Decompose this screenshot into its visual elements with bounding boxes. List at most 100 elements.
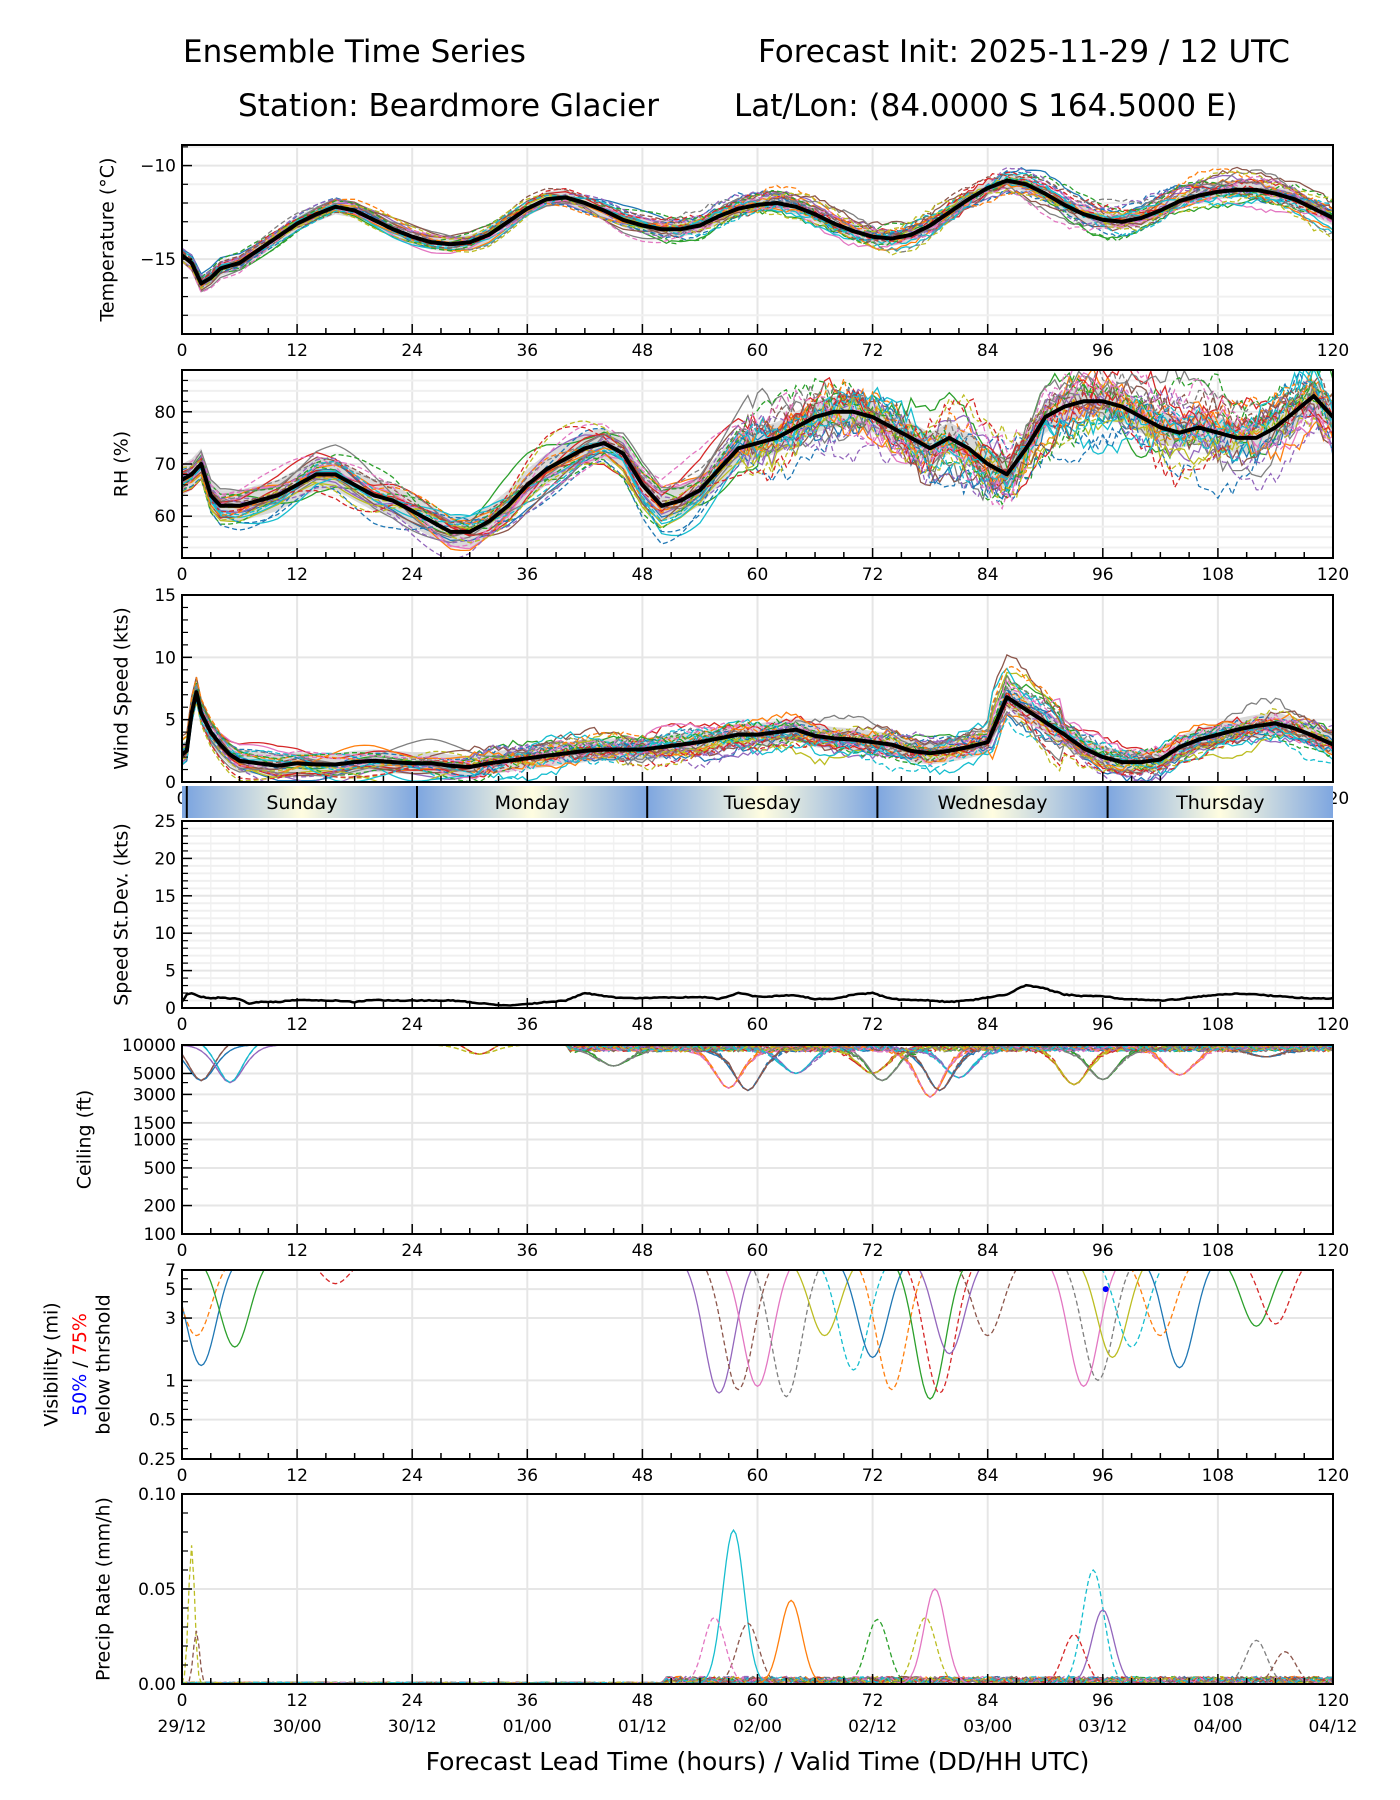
x-tick-label: 48 (632, 1466, 654, 1486)
x-tick-label: 36 (516, 565, 538, 585)
day-label: Monday (495, 792, 570, 814)
grid (181, 1269, 1334, 1460)
ensemble-member-line (182, 179, 1333, 286)
x-tick-label: 108 (1202, 1241, 1234, 1261)
y-tick-label: −10 (140, 157, 176, 177)
y-tick-label: 1500 (133, 1114, 176, 1134)
ensemble-member-line (182, 372, 1333, 532)
x-tick-label: 96 (1092, 1466, 1114, 1486)
x-tick-label: 60 (747, 565, 769, 585)
x-tick-label: 12 (286, 565, 308, 585)
x-tick-label: 72 (862, 565, 884, 585)
speed-stdev-panel: 0 12 24 36 48 60 72 84 96 108 120 0 5 10 15 20 25 Speed S… (111, 812, 1350, 1035)
x-tick-label-valid-time: 30/00 (273, 1717, 322, 1737)
y-tick-label: 7 (165, 1261, 176, 1281)
ensemble-member-line (182, 401, 1333, 544)
x-tick-label-valid-time: 30/12 (388, 1717, 437, 1737)
x-tick-label: 72 (862, 1466, 884, 1486)
precip-peak-line (877, 1588, 993, 1684)
threshold-50-marker (1102, 1286, 1109, 1293)
latlon-label: Lat/Lon: (84.0000 S 164.5000 E) (734, 88, 1238, 124)
y-axis-label: Temperature (°C) (97, 158, 119, 323)
x-tick-label: 84 (977, 1691, 999, 1711)
ensemble-member-line (182, 370, 1333, 536)
y-tick-label: 0.25 (138, 1450, 176, 1470)
ensemble-member-line (316, 1270, 354, 1285)
ensemble-member-line (182, 170, 1333, 290)
y-tick-label: 10 (154, 924, 176, 944)
y-tick-label: 0.00 (138, 1675, 176, 1695)
x-tick-label: 48 (632, 1691, 654, 1711)
x-tick-label: 72 (862, 341, 884, 361)
y-tick-label: 5 (165, 711, 176, 731)
ensemble-mean-line (182, 394, 1333, 534)
ensemble-member-line (182, 372, 1333, 548)
x-tick-label: 96 (1092, 341, 1114, 361)
x-tick-label: 84 (977, 565, 999, 585)
day-segment: Tuesday (646, 786, 878, 818)
y-tick-label: 10 (154, 648, 176, 668)
y-tick-label: −15 (140, 250, 176, 270)
day-segment: Wednesday (876, 786, 1108, 818)
day-label: Sunday (266, 792, 337, 814)
x-tick-label: 60 (747, 1241, 769, 1261)
x-tick-label: 12 (286, 341, 308, 361)
ensemble-member-line (182, 376, 1333, 525)
precip-rate-panel: 0 12 24 36 48 60 72 84 96 108 120 0.00 0.05 0.10 Preci… (93, 1485, 1358, 1776)
threshold-50-label: 50% (69, 1374, 91, 1416)
ensemble-member-line (182, 1270, 226, 1337)
x-tick-label-valid-time: 03/00 (963, 1717, 1012, 1737)
precip-peak-line (182, 1545, 250, 1684)
ensemble-member-line (1065, 1270, 1131, 1382)
x-tick-label: 108 (1202, 565, 1234, 585)
ensemble-member-line (182, 171, 1333, 281)
x-axis-label: Forecast Lead Time (hours) / Valid Time … (426, 1747, 1090, 1776)
x-tick-label: 84 (977, 341, 999, 361)
x-tick-label: 36 (516, 1241, 538, 1261)
day-label: Tuesday (723, 792, 801, 814)
x-tick-label: 48 (632, 341, 654, 361)
title-right: Forecast Init: 2025-11-29 / 12 UTC (758, 34, 1290, 70)
y-tick-label: 70 (154, 455, 176, 475)
station-label: Station: Beardmore Glacier (238, 88, 659, 124)
x-tick-label: 108 (1202, 1015, 1234, 1035)
threshold-75-label: 75% (69, 1313, 91, 1355)
x-tick-label-valid-time: 02/00 (733, 1717, 782, 1737)
day-label: Wednesday (937, 792, 1047, 814)
x-tick-label: 96 (1092, 1691, 1114, 1711)
ensemble-member-line (182, 689, 1333, 778)
x-tick-label: 0 (177, 1466, 188, 1486)
x-tick-label: 60 (747, 1691, 769, 1711)
wind-speed-panel: 01224364860728496108120051015Wind Speed … (111, 586, 1350, 809)
x-tick-label: 0 (177, 341, 188, 361)
ensemble-member-line (1247, 1270, 1304, 1325)
ensemble-member-line (896, 1270, 964, 1400)
ensemble-member-line (918, 1270, 980, 1355)
grid (181, 1044, 1334, 1235)
plot-area (182, 1270, 1304, 1400)
x-tick-label: 36 (516, 1691, 538, 1711)
temperature-panel: 0 12 24 36 48 60 72 84 96 108 120 −15 −10 Temperature… (97, 144, 1349, 361)
plot-area (182, 654, 1333, 782)
y-axis-label: Visibility (mi) (41, 1302, 63, 1426)
y-tick-label: 25 (154, 812, 176, 832)
y-tick-label: 20 (154, 849, 176, 869)
y-axis-label: Precip Rate (mm/h) (93, 1497, 115, 1681)
precip-peak-line (1035, 1569, 1151, 1684)
x-tick-label: 120 (1317, 1691, 1349, 1711)
grid (181, 1493, 1334, 1685)
x-tick-label: 24 (401, 1241, 423, 1261)
y-axis-label: Ceiling (ft) (74, 1090, 96, 1190)
ensemble-member-line (724, 1270, 791, 1388)
x-tick-label: 12 (286, 1241, 308, 1261)
ensemble-member-line (1228, 1270, 1285, 1327)
ensemble-member-line (182, 673, 1333, 779)
x-tick-label: 12 (286, 1466, 308, 1486)
ceiling-panel: 0 12 24 36 48 60 72 84 96 108 120 100 200 500 10001500… (74, 1036, 1350, 1261)
x-tick-label: 24 (401, 565, 423, 585)
y-tick-label: 0 (165, 999, 176, 1019)
y-tick-label: 15 (154, 887, 176, 907)
day-segment-fill (877, 786, 1108, 818)
x-tick-label: 108 (1202, 1691, 1234, 1711)
ensemble-member-line (564, 1045, 1333, 1082)
